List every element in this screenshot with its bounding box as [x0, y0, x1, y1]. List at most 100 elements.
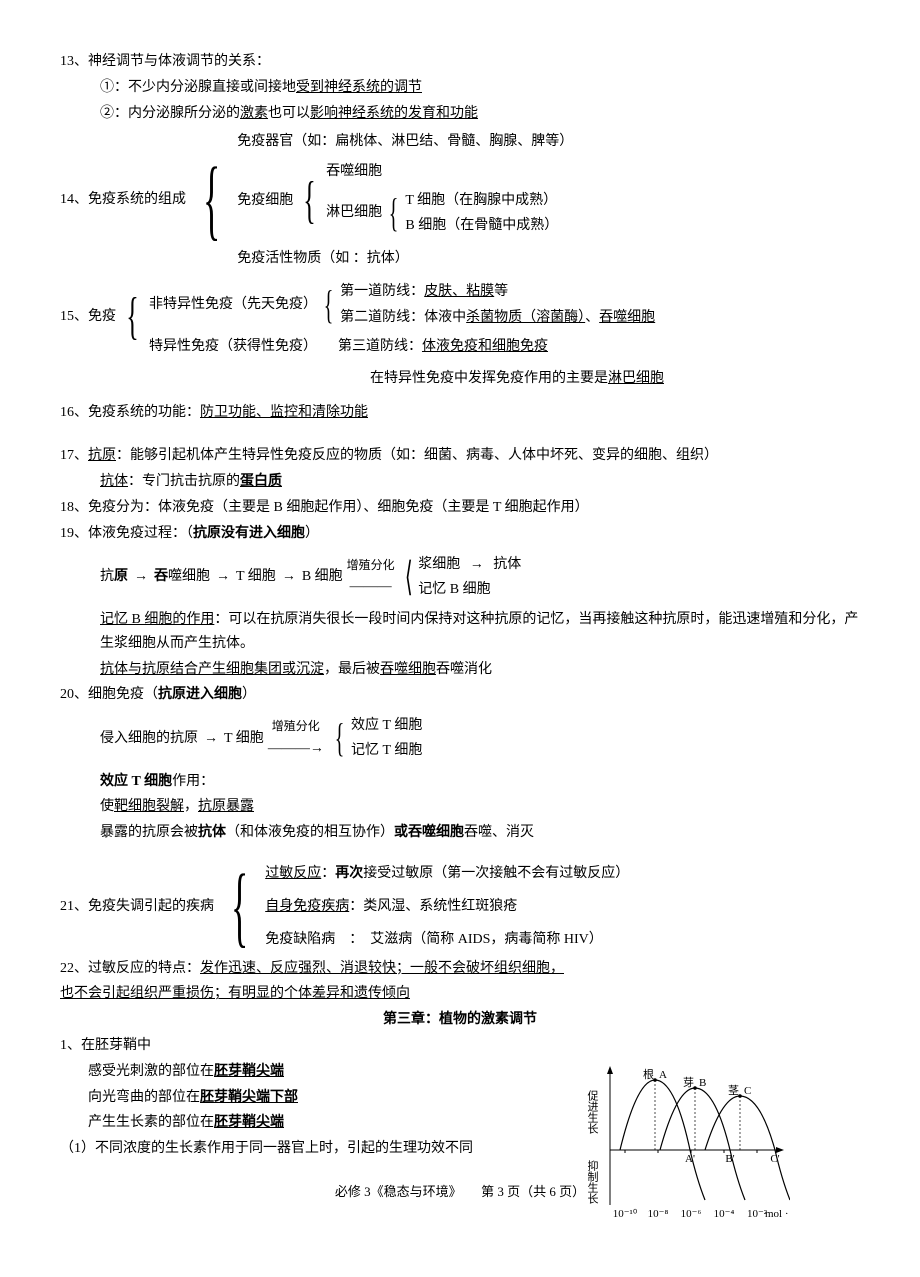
underline-text: 抗体与抗原结合产生细胞集团或沉淀: [100, 662, 324, 677]
t-cell: T 细胞（在胸腺中成熟）: [405, 188, 558, 213]
plant-1-title: 1、在胚芽鞘中: [60, 1034, 860, 1058]
b-cell: B 细胞（在骨髓中成熟）: [405, 213, 558, 238]
svg-text:C': C': [770, 1153, 779, 1165]
underline-text: 影响神经系统的发育和功能: [310, 106, 478, 121]
item-13-title: 13、神经调节与体液调节的关系：: [60, 50, 860, 74]
underline-text: 胚芽鞘尖端: [214, 1115, 284, 1130]
text: 吞噬消化: [436, 662, 492, 677]
flow-t: T 细胞: [224, 727, 264, 751]
flow-plasma-row: 浆细胞 → 抗体: [418, 552, 521, 577]
item-14-group: 14、免疫系统的组成 { 免疫器官（如：扁桃体、淋巴结、骨髓、胸腺、脾等） 免疫…: [60, 129, 860, 271]
underline-text: 胚芽鞘尖端: [214, 1064, 284, 1079]
immune-active: 免疫活性物质（如 ：抗体）: [237, 246, 573, 271]
auxin-chart: 促进生长抑制生长10⁻¹⁰10⁻⁸10⁻⁶10⁻⁴10⁻²mol · L⁻¹根A…: [580, 1060, 790, 1230]
svg-text:10⁻¹⁰: 10⁻¹⁰: [613, 1208, 638, 1220]
text: 、: [585, 310, 599, 325]
underline-text: 淋巴细胞: [608, 371, 664, 386]
text: 吞噬、消灭: [464, 825, 534, 840]
svg-text:10⁻⁴: 10⁻⁴: [714, 1208, 735, 1220]
text: 作用：: [172, 774, 214, 789]
item-15-extra: 在特异性免疫中发挥免疫作用的主要是淋巴细胞: [60, 367, 860, 391]
underline-text: 胚芽鞘尖端下部: [200, 1090, 298, 1105]
underline-text: 发作迅速、反应强烈、消退较快；一般不会破坏组织细胞，: [200, 961, 564, 976]
underline-text: 体液免疫和细胞免疫: [422, 339, 548, 354]
underline-text: 靶细胞裂解: [114, 799, 184, 814]
flow-memory: 记忆 B 细胞: [418, 577, 521, 602]
arrow-icon: →: [470, 557, 484, 572]
svg-text:B': B': [725, 1153, 734, 1165]
brace-icon: ⟨: [405, 561, 413, 593]
item-13-line1: ①：不少内分泌腺直接或间接地受到神经系统的调节: [60, 76, 860, 100]
flow-memory: 记忆 T 细胞: [351, 738, 422, 763]
flow-plasma: 浆细胞: [418, 557, 460, 572]
text: ：专门抗击抗原的: [128, 474, 240, 489]
text: ：: [321, 866, 335, 881]
item-19-memory: 记忆 B 细胞的作用：可以在抗原消失很长一段时间内保持对这种抗原的记忆，当再接触…: [60, 608, 860, 656]
brace-icon: {: [303, 180, 315, 222]
arrow-icon: →: [282, 565, 296, 589]
text: 第三道防线：: [338, 339, 422, 354]
flow-t: T 细胞: [236, 565, 276, 589]
lymphocyte-label: 淋巴细胞: [326, 200, 382, 225]
underline-text: 记忆 B 细胞的作用: [100, 612, 214, 627]
svg-text:A: A: [659, 1069, 667, 1081]
underline-text: 抗原暴露: [198, 799, 254, 814]
flow-prolif: 增殖分化: [347, 555, 395, 575]
deficiency-row: 免疫缺陷病 ： 艾滋病（简称 AIDS，病毒简称 HIV）: [265, 927, 629, 952]
brace-icon: {: [231, 871, 248, 943]
svg-text:mol · L⁻¹: mol · L⁻¹: [765, 1208, 790, 1220]
flow-antigen: 抗原: [100, 565, 128, 589]
svg-text:10⁻⁸: 10⁻⁸: [648, 1208, 669, 1220]
defense-line-2: 第二道防线：体液中杀菌物质（溶菌酶）、吞噬细胞: [340, 305, 655, 330]
bold-text: 抗体: [198, 825, 226, 840]
item-19-flow: 抗原 → 吞噬细胞 → T 细胞 → B 细胞 增殖分化 ——— ⟨ 浆细胞 →…: [60, 552, 860, 602]
brace-icon: {: [203, 164, 220, 236]
svg-text:10⁻⁶: 10⁻⁶: [681, 1208, 702, 1220]
text: ：可以在抗原消失很长一段时间内保持对这种抗原的记忆，当再接触这种抗原时，能迅速增…: [100, 612, 858, 651]
underline-text: 过敏反应: [265, 866, 321, 881]
item-22-line1: 22、过敏反应的特点：发作迅速、反应强烈、消退较快；一般不会破坏组织细胞，: [60, 957, 860, 981]
brace-icon: {: [324, 289, 334, 321]
underline-text: 吞噬细胞: [599, 310, 655, 325]
text: 向光弯曲的部位在: [88, 1090, 200, 1105]
underline-text: 吞噬细胞: [380, 662, 436, 677]
item-13-line2: ②：内分泌腺所分泌的激素也可以影响神经系统的发育和功能: [60, 102, 860, 126]
text: 第二道防线：体液中: [340, 310, 466, 325]
nonspecific-label: 非特异性免疫（先天免疫）: [149, 292, 317, 317]
underline-text: 自身免疫疾病: [265, 899, 349, 914]
text: 20、细胞免疫（: [60, 687, 158, 702]
flow-phago: 吞噬细胞: [154, 565, 210, 589]
bold-text: 再次: [335, 866, 363, 881]
underline-text: 也不会引起组织严重损伤；有明显的个体差异和遗传倾向: [60, 986, 410, 1001]
immune-cells-label: 免疫细胞: [237, 188, 293, 213]
chapter-3-title: 第三章：植物的激素调节: [60, 1008, 860, 1032]
item-18: 18、免疫分为：体液免疫（主要是 B 细胞起作用）、细胞免疫（主要是 T 细胞起…: [60, 496, 860, 520]
item-20-title: 20、细胞免疫（抗原进入细胞）: [60, 683, 860, 707]
svg-text:抑制生长: 抑制生长: [586, 1159, 599, 1204]
text: 19、体液免疫过程：（: [60, 526, 193, 541]
arrow-icon: →: [216, 565, 230, 589]
svg-text:C: C: [744, 1085, 751, 1097]
brace-icon: {: [126, 296, 138, 338]
arrow-icon: ———: [350, 575, 392, 599]
flow-antibody: 抗体: [493, 557, 521, 572]
flow-invade: 侵入细胞的抗原: [100, 727, 198, 751]
flow-b: B 细胞: [302, 565, 343, 589]
item-17-line2: 抗体：专门抗击抗原的蛋白质: [60, 470, 860, 494]
text: ②：内分泌腺所分泌的: [100, 106, 240, 121]
text: 16、免疫系统的功能：: [60, 405, 200, 420]
bold-text: 或吞噬细胞: [394, 825, 464, 840]
svg-text:芽: 芽: [683, 1075, 694, 1089]
text: 产生生长素的部位在: [88, 1115, 214, 1130]
defense-line-1: 第一道防线：皮肤、粘膜等: [340, 279, 655, 304]
underline-text: 受到神经系统的调节: [296, 80, 422, 95]
text: ）: [305, 526, 319, 541]
underline-text: 皮肤、粘膜: [424, 284, 494, 299]
brace-icon: {: [389, 197, 399, 229]
text: ：类风湿、系统性红斑狼疮: [349, 899, 517, 914]
text: 等: [494, 284, 508, 299]
text: 在特异性免疫中发挥免疫作用的主要是: [370, 371, 608, 386]
item-20-line2: 使靶细胞裂解，抗原暴露: [60, 795, 860, 819]
item-15-label: 15、免疫: [60, 305, 116, 329]
item-22-line2: 也不会引起组织严重损伤；有明显的个体差异和遗传倾向: [60, 982, 860, 1006]
